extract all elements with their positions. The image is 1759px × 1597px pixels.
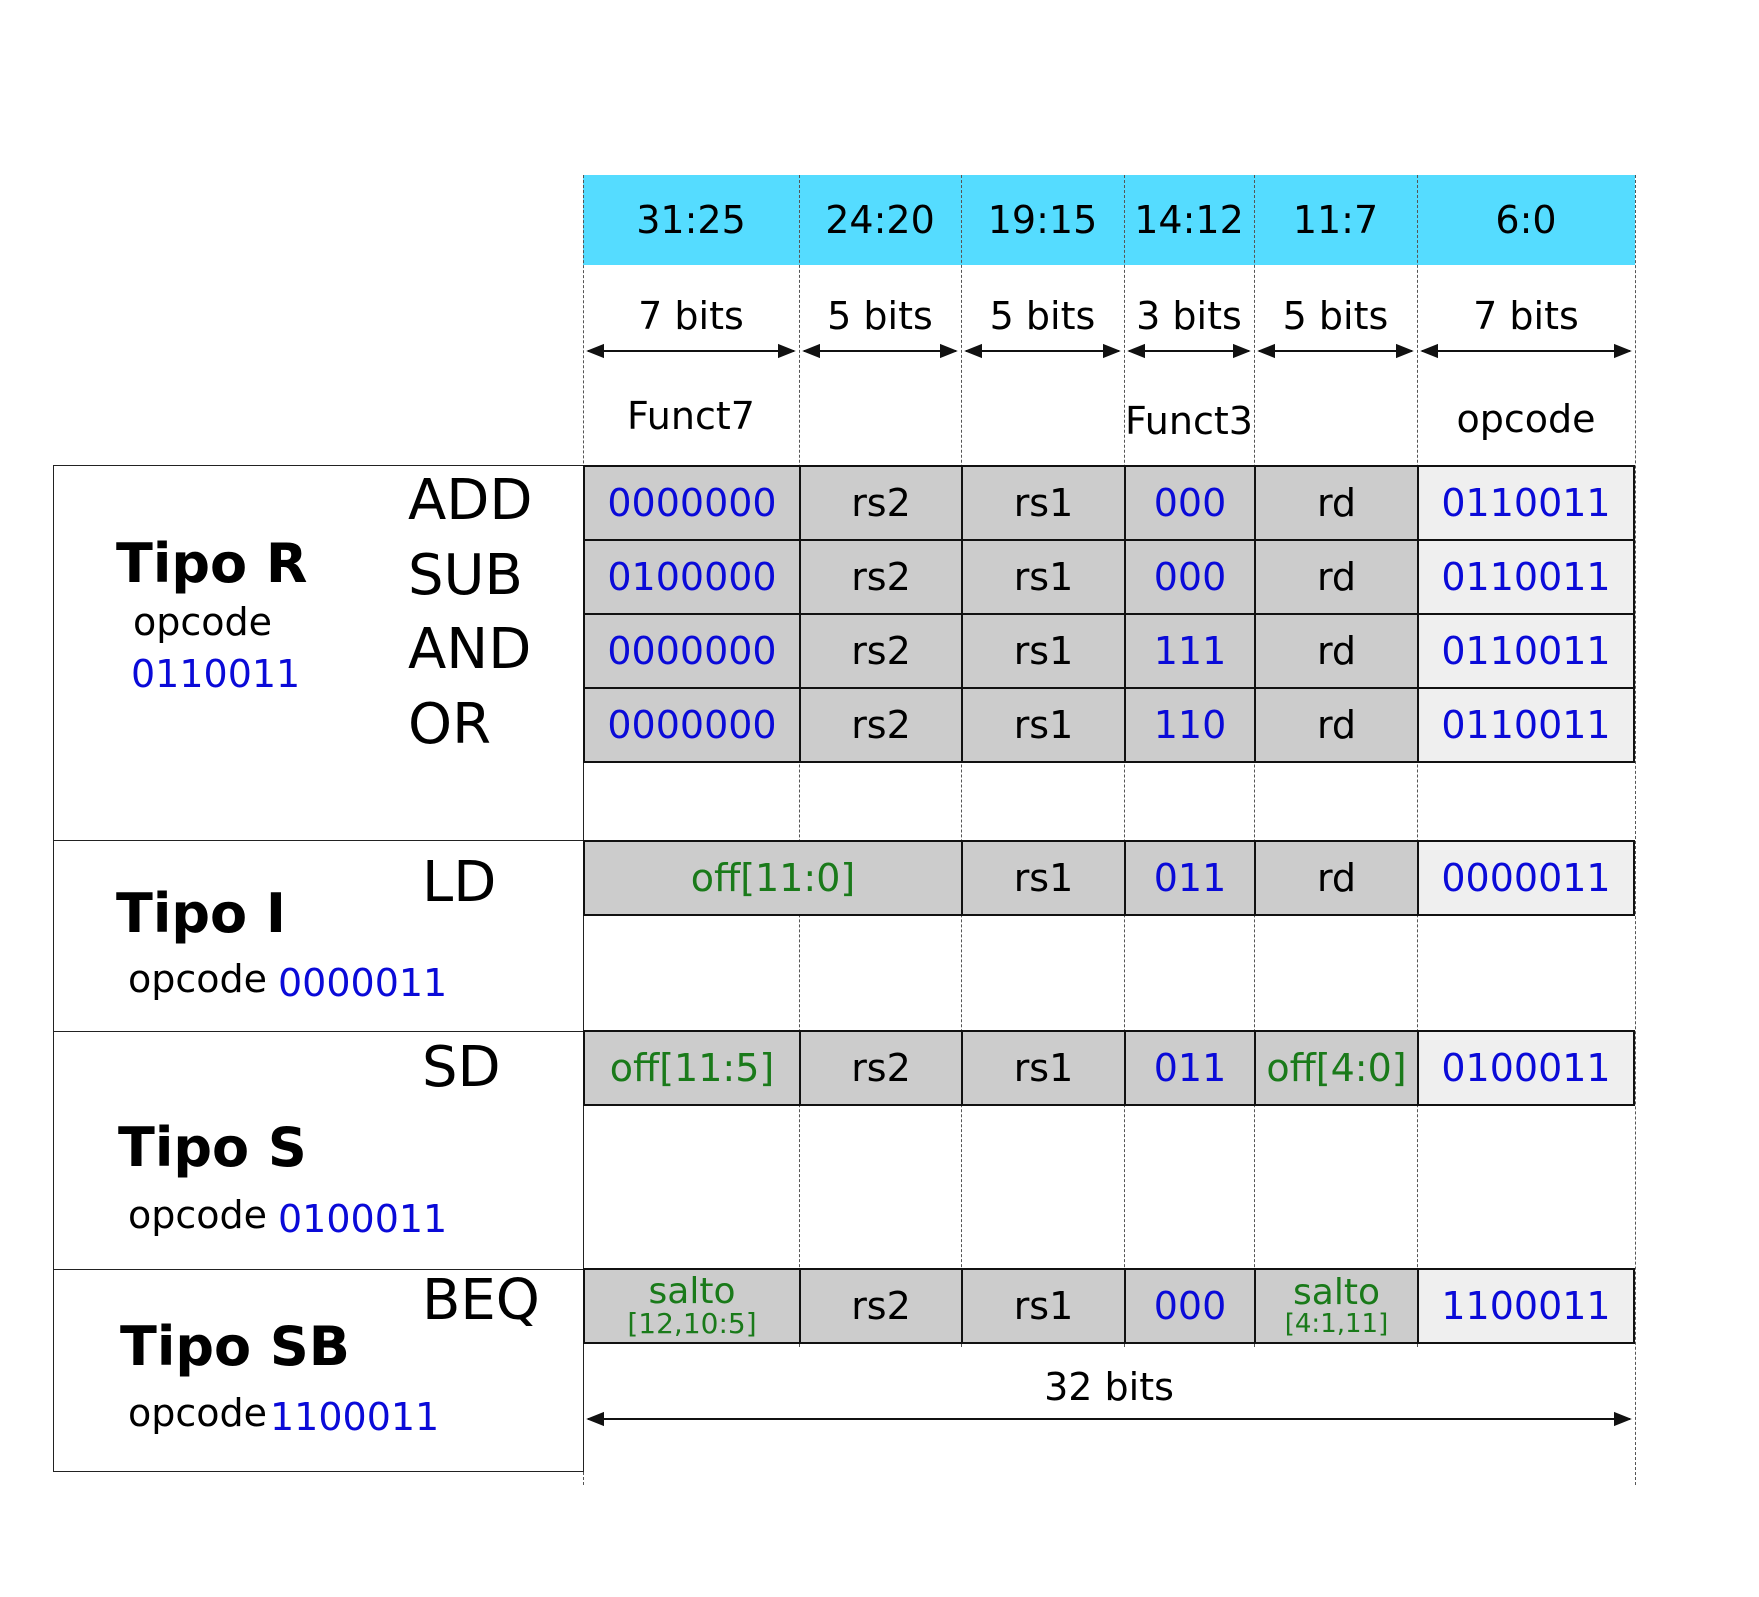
rd-field: rd <box>1254 539 1419 615</box>
funct7-field: 0100000 <box>583 539 801 615</box>
rs1-field: rs1 <box>961 840 1126 916</box>
type-sb-opcode-value: 1100011 <box>270 1395 440 1439</box>
funct3-field: 000 <box>1124 465 1256 541</box>
funct3-field: 011 <box>1124 840 1256 916</box>
type-r-opcode-value: 0110011 <box>131 652 301 696</box>
rs2-field: rs2 <box>799 613 963 689</box>
funct7-field: 0000000 <box>583 465 801 541</box>
field-name-funct3: Funct3 <box>1125 399 1253 443</box>
branch-offset-word: salto <box>1293 1272 1380 1313</box>
mnemonic-beq: BEQ <box>422 1268 540 1333</box>
funct3-field: 000 <box>1124 539 1256 615</box>
bit-range-19-15: 19:15 <box>987 198 1098 242</box>
rs1-field: rs1 <box>961 1268 1126 1344</box>
type-i-opcode-label: opcode <box>128 957 268 1001</box>
rs2-field: rs2 <box>799 687 963 763</box>
type-sb-opcode-label: opcode <box>128 1391 268 1435</box>
funct3-field: 111 <box>1124 613 1256 689</box>
rd-field: rd <box>1254 687 1419 763</box>
rs2-field: rs2 <box>799 1268 963 1344</box>
field-name-funct7: Funct7 <box>627 394 755 438</box>
rs2-field: rs2 <box>799 1030 963 1106</box>
funct3-field: 110 <box>1124 687 1256 763</box>
funct3-field: 011 <box>1124 1030 1256 1106</box>
rs1-field: rs1 <box>961 465 1126 541</box>
branch-offset-word: salto <box>648 1271 736 1312</box>
rs1-field: rs1 <box>961 613 1126 689</box>
rd-field: rd <box>1254 613 1419 689</box>
funct7-field: 0000000 <box>583 687 801 763</box>
type-i-box <box>53 840 584 1033</box>
mnemonic-ld: LD <box>422 850 497 915</box>
type-sb-box <box>53 1269 584 1472</box>
bit-width-label: 5 bits <box>1282 294 1389 338</box>
rs1-field: rs1 <box>961 1030 1126 1106</box>
opcode-field: 0110011 <box>1417 687 1635 763</box>
bit-range-24-20: 24:20 <box>825 198 935 242</box>
mnemonic-and: AND <box>408 617 532 682</box>
branch-offset-high-field: salto [12,10:5] <box>583 1268 801 1344</box>
bit-range-header <box>583 175 1635 265</box>
type-r-box <box>53 465 584 842</box>
bit-width-label: 7 bits <box>1473 294 1579 338</box>
total-width-label: 32 bits <box>1044 1365 1174 1409</box>
type-s-title: Tipo S <box>118 1116 307 1179</box>
rs1-field: rs1 <box>961 687 1126 763</box>
opcode-field: 0100011 <box>1417 1030 1635 1106</box>
bit-width-label: 5 bits <box>989 294 1096 338</box>
funct7-field: 0000000 <box>583 613 801 689</box>
type-i-title: Tipo I <box>116 882 286 945</box>
rd-field: rd <box>1254 465 1419 541</box>
opcode-field: 0110011 <box>1417 539 1635 615</box>
field-name-opcode: opcode <box>1456 397 1596 441</box>
immediate-high-field: off[11:5] <box>583 1030 801 1106</box>
mnemonic-add: ADD <box>408 468 533 533</box>
funct3-field: 000 <box>1124 1268 1256 1344</box>
opcode-field: 0110011 <box>1417 613 1635 689</box>
branch-offset-bits: [12,10:5] <box>627 1307 757 1340</box>
branch-offset-bits: [4:1,11] <box>1284 1309 1389 1339</box>
rs2-field: rs2 <box>799 465 963 541</box>
bit-width-label: 5 bits <box>827 294 933 338</box>
rd-field: rd <box>1254 840 1419 916</box>
bit-range-14-12: 14:12 <box>1134 198 1244 242</box>
type-s-opcode-value: 0100011 <box>278 1197 448 1241</box>
mnemonic-or: OR <box>408 692 491 757</box>
immediate-field: off[11:0] <box>583 840 963 916</box>
bit-range-31-25: 31:25 <box>636 198 746 242</box>
bit-range-6-0: 6:0 <box>1495 198 1557 242</box>
bit-width-label: 3 bits <box>1136 294 1242 338</box>
type-r-title: Tipo R <box>116 532 308 595</box>
column-guide <box>1635 175 1636 1485</box>
opcode-field: 0110011 <box>1417 465 1635 541</box>
opcode-field: 1100011 <box>1417 1268 1635 1344</box>
mnemonic-sub: SUB <box>408 543 523 608</box>
opcode-field: 0000011 <box>1417 840 1635 916</box>
bit-width-label: 7 bits <box>638 294 744 338</box>
immediate-low-field: off[4:0] <box>1254 1030 1419 1106</box>
type-sb-title: Tipo SB <box>120 1315 350 1378</box>
rs1-field: rs1 <box>961 539 1126 615</box>
type-s-opcode-label: opcode <box>128 1193 268 1237</box>
type-r-opcode-label: opcode <box>133 600 273 644</box>
branch-offset-low-field: salto [4:1,11] <box>1254 1268 1419 1344</box>
type-i-opcode-value: 0000011 <box>278 961 448 1005</box>
rs2-field: rs2 <box>799 539 963 615</box>
mnemonic-sd: SD <box>422 1035 501 1100</box>
bit-range-11-7: 11:7 <box>1292 198 1379 242</box>
